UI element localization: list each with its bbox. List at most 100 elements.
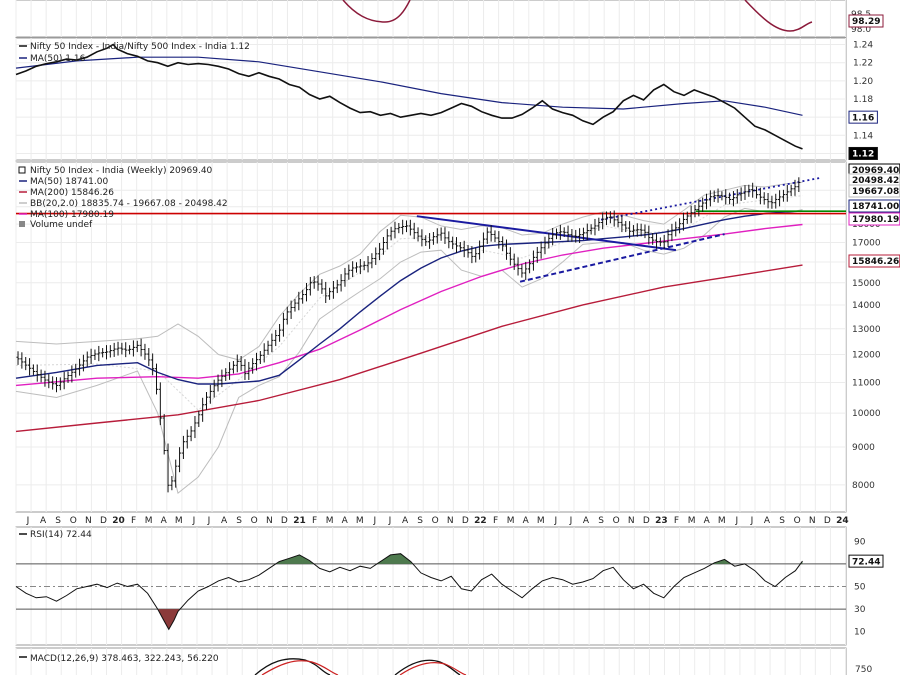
x-axis-label: A — [704, 516, 711, 526]
x-axis-label: A — [40, 516, 47, 526]
ma200-last-tag: 15846.26 — [852, 257, 899, 267]
x-axis-label: N — [447, 516, 454, 526]
rsi-last-tag: 72.44 — [852, 557, 880, 567]
price-y-tick: 11000 — [852, 379, 881, 389]
x-axis-label: J — [569, 516, 573, 526]
price-legend-line-5: MA(100) 17980.19 — [30, 210, 114, 220]
x-axis-label: 21 — [293, 516, 306, 526]
ma50-line — [15, 210, 803, 385]
x-axis-label: F — [312, 516, 317, 526]
x-axis-label: O — [70, 516, 77, 526]
x-axis-label: N — [628, 516, 635, 526]
rsi-y-tick: 10 — [854, 628, 866, 638]
price-y-tick: 9000 — [852, 443, 875, 453]
price-panel-frame — [15, 161, 847, 513]
rsi-panel: 907050301072.44 — [15, 537, 884, 638]
x-axis-label: S — [55, 516, 61, 526]
top-indicator-line-a — [342, 0, 411, 23]
x-axis-label: D — [643, 516, 650, 526]
x-axis-label: D — [281, 516, 288, 526]
x-axis-label: 20 — [112, 516, 125, 526]
x-axis-label: 22 — [474, 516, 487, 526]
x-axis-label: J — [554, 516, 558, 526]
x-axis-label: M — [507, 516, 515, 526]
ratio-last-tag: 1.12 — [852, 150, 874, 160]
x-axis-label: S — [236, 516, 242, 526]
ratio-legend-line-2: MA(50) 1.16 — [30, 54, 86, 64]
grid-lines — [15, 0, 846, 675]
bb-mid-last-tag: 19667.08 — [852, 187, 899, 197]
x-axis-label: D — [462, 516, 469, 526]
price-legend-line-1: Nifty 50 Index - India (Weekly) 20969.40 — [30, 166, 213, 176]
price-y-tick: 15000 — [852, 279, 881, 289]
top-panel-frame — [15, 0, 847, 38]
price-legend-line-3: MA(200) 15846.26 — [30, 188, 114, 198]
ma100-line — [15, 223, 803, 387]
x-axis-label: F — [131, 516, 136, 526]
x-axis-label: J — [750, 516, 754, 526]
macd-y-tick: 750 — [855, 665, 872, 675]
x-axis-label: 23 — [655, 516, 668, 526]
price-y-tick: 13000 — [852, 325, 881, 335]
x-axis-label: A — [221, 516, 228, 526]
top-y-tick: 98.0 — [851, 25, 871, 35]
rsi-overbought-fill — [276, 554, 314, 564]
x-axis-label: 24 — [836, 516, 849, 526]
rsi-oversold-fill — [158, 609, 180, 630]
x-axis-label: J — [26, 516, 30, 526]
ratio-legend: Nifty 50 Index - India/Nifty 500 Index -… — [19, 42, 250, 64]
price-legend-line-6: Volume undef — [30, 220, 93, 230]
rsi-y-tick: 90 — [854, 537, 866, 547]
price-y-tick: 10000 — [852, 409, 881, 419]
x-axis-label: M — [537, 516, 545, 526]
x-axis-label: F — [674, 516, 679, 526]
x-axis-label: J — [388, 516, 392, 526]
ratio-ma50-line — [15, 56, 803, 116]
ratio-line — [15, 43, 803, 150]
macd-signal-b — [399, 662, 467, 675]
ratio-y-tick: 1.14 — [853, 131, 873, 141]
ratio-ma-last-tag-box — [848, 110, 878, 124]
ratio-y-tick: 1.20 — [853, 77, 873, 87]
x-axis-label: S — [417, 516, 423, 526]
price-y-tick: 12000 — [852, 351, 881, 361]
ma50-last-tag: 18741.00 — [852, 202, 899, 212]
x-axis-label: M — [145, 516, 153, 526]
macd-panel: 750 — [254, 658, 872, 675]
x-axis-label: O — [432, 516, 439, 526]
ma200-line — [15, 264, 803, 433]
ratio-legend-line-1: Nifty 50 Index - India/Nifty 500 Index -… — [30, 42, 250, 52]
ratio-last-tag-box — [848, 146, 878, 160]
macd-legend-text: MACD(12,26,9) 378.463, 322.243, 56.220 — [30, 654, 219, 664]
x-axis-label: M — [688, 516, 696, 526]
price-panel: 8000900010000110001200013000140001500016… — [15, 163, 900, 494]
ratio-y-tick: 1.24 — [853, 41, 873, 51]
rsi-last-tag-box — [848, 554, 884, 568]
x-axis-label: A — [523, 516, 530, 526]
price-y-tick: 8000 — [852, 481, 875, 491]
x-axis-label: M — [175, 516, 183, 526]
x-axis-label: J — [735, 516, 739, 526]
price-legend-line-2: MA(50) 18741.00 — [30, 177, 108, 187]
x-axis-label: J — [373, 516, 377, 526]
bb-lower-line — [15, 207, 803, 494]
price-last-tag: 20969.40 — [852, 166, 899, 176]
axis-labels: J A S O N D 20 F M A M J J A S O N D 21 F M A M J J A S O N D 22 F M A M J J… — [26, 516, 849, 526]
x-axis-label: S — [598, 516, 604, 526]
macd-line-b — [394, 659, 461, 675]
x-axis-label: D — [824, 516, 831, 526]
x-axis-label: O — [251, 516, 258, 526]
rsi-legend-text: RSI(14) 72.44 — [30, 530, 92, 540]
rsi-y-tick: 30 — [854, 605, 866, 615]
bb-upper-line — [15, 181, 803, 361]
x-axis-label: M — [326, 516, 334, 526]
top-indicator-line-b — [744, 0, 813, 32]
x-axis-label: N — [266, 516, 273, 526]
x-axis-label: F — [493, 516, 498, 526]
x-axis-label: A — [764, 516, 771, 526]
x-axis-label: J — [207, 516, 211, 526]
rsi-y-tick: 50 — [854, 583, 866, 593]
x-axis-label: J — [192, 516, 196, 526]
ma100-last-tag: 17980.19 — [852, 215, 899, 225]
